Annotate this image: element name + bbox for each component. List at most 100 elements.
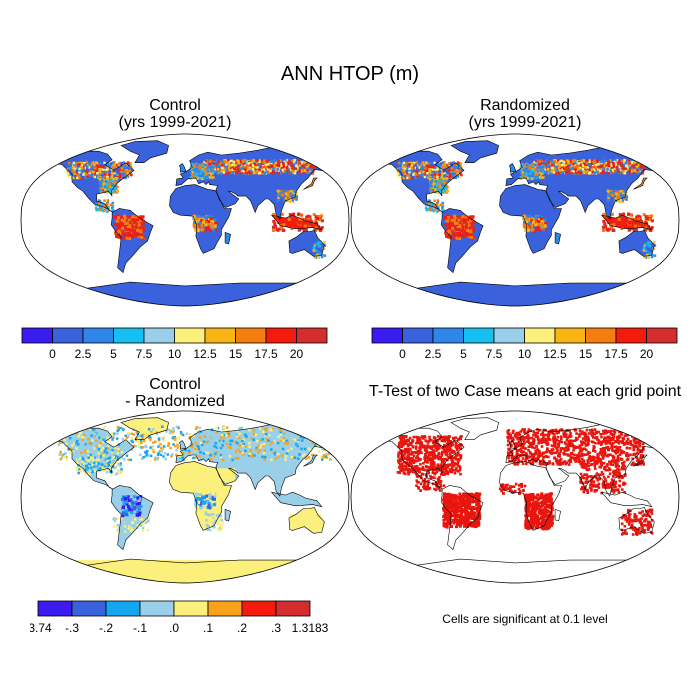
grid-cell (633, 224, 637, 228)
grid-cell (71, 166, 75, 169)
grid-cell (308, 429, 311, 432)
grid-cell (462, 224, 466, 228)
grid-cell (287, 196, 291, 199)
grid-cell (202, 220, 205, 224)
grid-cell (82, 169, 86, 172)
grid-cell (102, 457, 106, 460)
grid-cell (81, 456, 84, 460)
coastline-uk (179, 163, 187, 173)
grid-cell (398, 169, 402, 173)
grid-cell (102, 448, 105, 452)
grid-cell (316, 242, 320, 245)
grid-cell (171, 430, 175, 434)
grid-cell (279, 170, 282, 173)
grid-cell (325, 452, 328, 456)
grid-cell (624, 169, 627, 172)
grid-cell (139, 524, 142, 527)
grid-cell (647, 256, 650, 259)
grid-cell (137, 440, 140, 443)
grid-cell (97, 448, 101, 451)
grid-cell (190, 167, 194, 170)
grid-cell (249, 171, 252, 175)
grid-cell (163, 452, 167, 455)
grid-cell (437, 206, 440, 209)
grid-cell (245, 169, 249, 172)
grid-cell (549, 172, 552, 175)
grid-cell (276, 441, 280, 445)
grid-cell (80, 466, 83, 470)
grid-cell (450, 217, 454, 220)
grid-cell (209, 166, 213, 169)
grid-cell (95, 169, 99, 173)
grid-cell (103, 425, 107, 429)
grid-cell (585, 171, 588, 175)
grid-cell (205, 455, 208, 458)
grid-cell (561, 166, 564, 170)
grid-cell (637, 170, 640, 173)
grid-cell (527, 214, 531, 218)
grid-cell (436, 191, 439, 194)
grid-cell (283, 431, 286, 435)
grid-cell (78, 428, 81, 431)
grid-cell (402, 161, 406, 165)
grid-cell (98, 167, 101, 171)
grid-cell (132, 220, 136, 224)
grid-cell (96, 164, 99, 167)
grid-cell (396, 170, 400, 174)
grid-cell (627, 159, 631, 162)
grid-cell (106, 182, 109, 186)
grid-cell (399, 172, 402, 176)
grid-cell (600, 160, 603, 163)
grid-cell (308, 435, 312, 438)
grid-cell (135, 510, 139, 514)
grid-cell (294, 169, 297, 172)
grid-cell (132, 513, 136, 517)
grid-cell (324, 426, 327, 429)
grid-cell (198, 177, 202, 180)
grid-cell (282, 438, 285, 442)
panel-title-randomized: Randomized (yrs 1999-2021) (370, 97, 680, 131)
grid-cell (206, 228, 210, 231)
grid-cell (105, 451, 109, 454)
grid-cell (584, 164, 588, 167)
grid-cell (68, 161, 71, 165)
grid-cell (436, 199, 440, 202)
grid-cell (291, 445, 294, 448)
grid-cell (437, 187, 441, 191)
grid-cell (161, 425, 164, 428)
grid-cell (296, 457, 300, 460)
grid-cell (313, 223, 317, 227)
grid-cell (166, 428, 170, 431)
grid-cell (258, 427, 262, 430)
grid-cell (279, 222, 282, 226)
grid-cell (434, 180, 438, 183)
grid-cell (300, 158, 304, 162)
grid-cell (650, 255, 654, 259)
grid-cell (259, 171, 262, 174)
grid-cell (252, 443, 256, 446)
grid-cell (427, 208, 430, 211)
grid-cell (238, 427, 242, 430)
grid-cell (416, 175, 419, 178)
grid-cell (121, 511, 125, 515)
grid-cell (541, 159, 544, 163)
grid-cell (225, 172, 228, 175)
grid-cell (92, 170, 95, 174)
grid-cell (100, 167, 104, 170)
grid-cell (137, 506, 141, 509)
grid-cell (162, 455, 165, 458)
grid-cell (254, 433, 258, 437)
grid-cell (314, 444, 317, 447)
grid-cell (258, 172, 261, 175)
grid-cell (135, 513, 139, 517)
grid-cell (129, 495, 133, 499)
grid-cell (213, 224, 217, 228)
grid-cell (429, 209, 432, 212)
grid-cell (528, 170, 532, 174)
grid-cell (104, 180, 108, 183)
grid-cell (197, 214, 201, 218)
grid-cell (100, 177, 103, 180)
grid-cell (191, 170, 195, 173)
grid-cell (534, 227, 538, 231)
grid-cell (633, 217, 637, 221)
